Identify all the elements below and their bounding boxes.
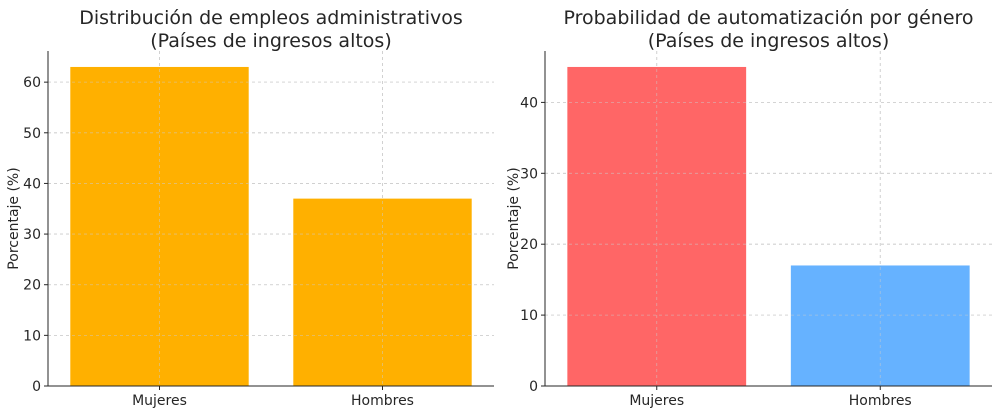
chart-2-xtick-label-hombres: Hombres — [849, 393, 912, 409]
chart-2-ylabel: Porcentaje (%) — [506, 167, 522, 269]
chart-1-ytick-label-50: 50 — [23, 126, 41, 142]
chart-1-ytick-label-40: 40 — [23, 176, 41, 192]
chart-1-title-line-1: Distribución de empleos administrativos — [79, 7, 463, 29]
chart-2-title-line-2: (Países de ingresos altos) — [648, 30, 890, 52]
chart-2-xtick-label-mujeres: Mujeres — [629, 393, 684, 409]
chart-1-xtick-label-mujeres: Mujeres — [132, 393, 187, 409]
chart-1-ytick-label-30: 30 — [23, 227, 41, 243]
chart-2-ytick-label-40: 40 — [520, 95, 538, 111]
chart-1-title-line-2: (Países de ingresos altos) — [150, 30, 392, 52]
chart-1-ytick-label-10: 10 — [23, 328, 41, 344]
chart-2-ytick-label-10: 10 — [520, 308, 538, 324]
chart-1-ytick-label-60: 60 — [23, 75, 41, 91]
chart-2-title-line-1: Probabilidad de automatización por géner… — [563, 7, 973, 29]
chart-1-ylabel: Porcentaje (%) — [6, 167, 22, 269]
chart-1-xtick-label-hombres: Hombres — [351, 393, 414, 409]
chart-2-ytick-label-0: 0 — [529, 379, 538, 395]
chart-2-bar-hombres — [790, 265, 970, 386]
chart-2-ytick-label-30: 30 — [520, 166, 538, 182]
chart-1-ytick-label-20: 20 — [23, 278, 41, 294]
chart-2-ytick-label-20: 20 — [520, 237, 538, 253]
chart-1-ytick-label-0: 0 — [32, 379, 41, 395]
